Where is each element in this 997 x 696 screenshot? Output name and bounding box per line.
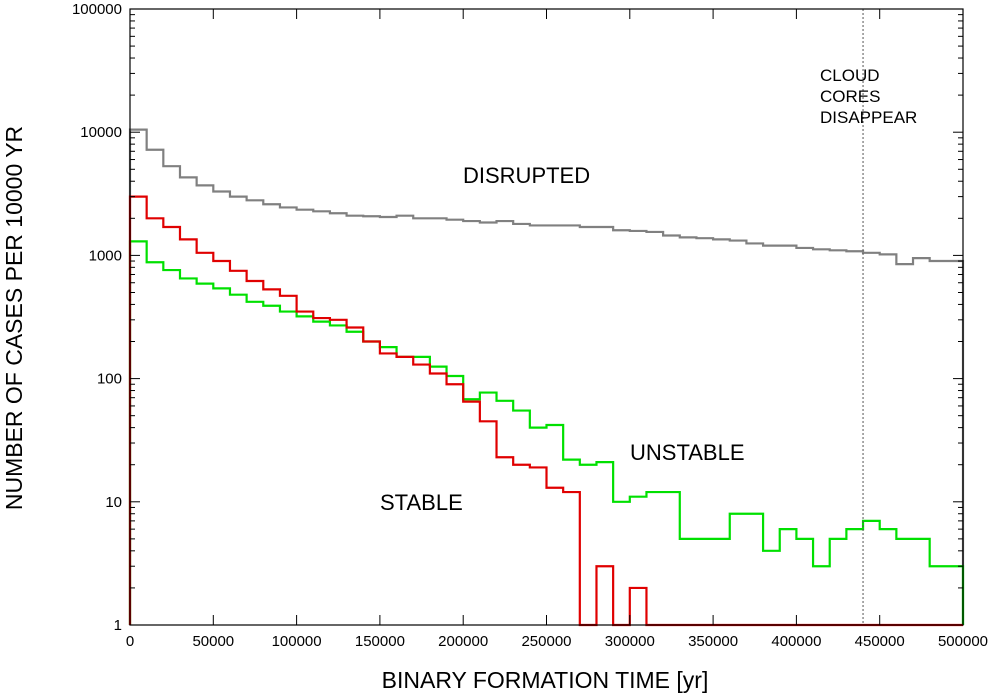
x-tick-label: 100000: [272, 633, 322, 650]
unstable-label: UNSTABLE: [630, 440, 745, 465]
x-tick-label: 400000: [771, 633, 821, 650]
cloud-label-1: CLOUD: [820, 66, 880, 85]
x-tick-label: 150000: [355, 633, 405, 650]
x-tick-label: 450000: [855, 633, 905, 650]
plot-frame: [129, 8, 964, 626]
x-tick-label: 500000: [938, 633, 988, 650]
x-axis-title: BINARY FORMATION TIME [yr]: [382, 667, 709, 693]
marks-layer: 0 50000 100000 150000 200000 250000 300000 3500…: [72, 1, 988, 650]
y-tick-label: 1000: [89, 247, 122, 264]
y-tick-label: 100000: [72, 1, 122, 18]
x-tick-label: 300000: [605, 633, 655, 650]
y-tick-label: 1: [114, 617, 122, 634]
series-disrupted-line: [128, 128, 965, 625]
series-unstable-line: [128, 240, 965, 625]
x-tick-label: 250000: [521, 633, 571, 650]
disrupted-label: DISRUPTED: [463, 163, 590, 188]
x-tick-label: 0: [126, 633, 134, 650]
y-tick-label: 10000: [80, 124, 122, 141]
cloud-label-2: CORES: [820, 87, 880, 106]
x-tick-label: 350000: [688, 633, 738, 650]
series-layer: [128, 128, 965, 627]
x-tick-label: 200000: [438, 633, 488, 650]
y-tick-label: 10: [105, 494, 122, 511]
y-tick-label: 100: [97, 371, 122, 388]
x-tick-label: 50000: [192, 633, 234, 650]
y-axis-title: NUMBER OF CASES PER 10000 YR: [1, 126, 27, 510]
series-stable-line: [128, 195, 963, 627]
stable-label: STABLE: [380, 490, 463, 515]
cloud-label-3: DISAPPEAR: [820, 108, 917, 127]
